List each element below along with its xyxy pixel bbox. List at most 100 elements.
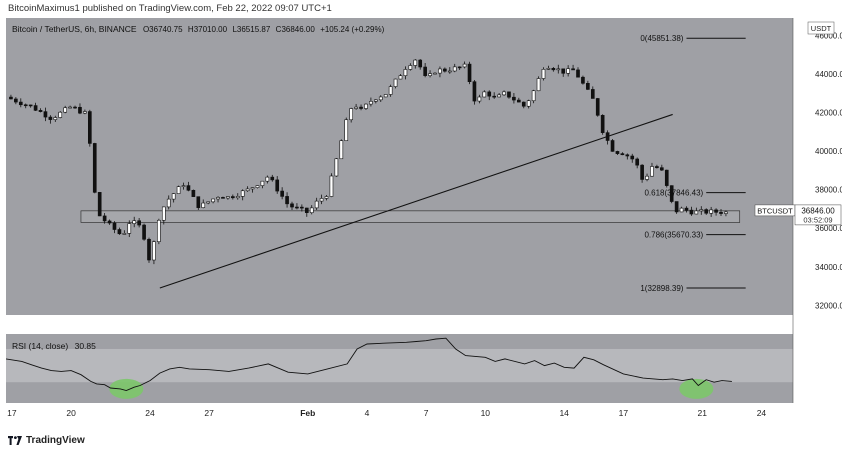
candle-down <box>610 140 615 152</box>
ascending-support-line <box>159 113 673 289</box>
candle-down <box>33 105 38 111</box>
time-tick-label: 24 <box>145 408 155 418</box>
candle-up <box>398 75 403 80</box>
candle-up <box>388 86 393 95</box>
rsi-band <box>6 348 793 383</box>
oversold-highlight <box>109 378 144 399</box>
candle-up <box>354 106 358 109</box>
candle-up <box>526 100 531 107</box>
candle-up <box>383 94 388 98</box>
svg-text:Bitcoin / TetherUS, 6h, BINANC: Bitcoin / TetherUS, 6h, BINANCE O36740.7… <box>12 24 385 34</box>
time-tick-label: 24 <box>757 408 767 418</box>
candle-up <box>536 78 541 92</box>
candle-up <box>438 68 442 74</box>
candle-down <box>714 209 718 213</box>
candle-down <box>472 81 477 102</box>
candle-up <box>452 66 457 72</box>
candle-up <box>403 69 408 77</box>
candle-up <box>679 207 684 213</box>
candle-down <box>689 209 694 215</box>
candle-down <box>97 192 102 217</box>
candle-up <box>462 63 467 68</box>
time-tick-label: 10 <box>481 408 491 418</box>
candle-up <box>250 187 255 190</box>
ohlc-open: 36740.75 <box>149 25 183 34</box>
candle-down <box>571 68 575 71</box>
candle-up <box>556 68 561 71</box>
candle-up <box>447 70 452 73</box>
ohlc-close: 36846.00 <box>281 25 315 34</box>
candle-up <box>541 68 546 79</box>
candle-down <box>467 63 472 82</box>
candle-down <box>719 212 723 214</box>
candle-up <box>364 103 368 109</box>
candle-down <box>704 209 709 214</box>
candle-up <box>699 209 704 212</box>
candle-up <box>433 72 437 75</box>
time-tick-label: 17 <box>619 408 629 418</box>
candle-up <box>83 111 87 114</box>
price-tick-label: 32000.00 <box>815 301 842 310</box>
candle-down <box>92 143 97 193</box>
candle-down <box>635 158 640 166</box>
candle-down <box>487 91 492 97</box>
candle-up <box>324 196 329 199</box>
chart-frame: 0(45851.38) 0.618(37846.43) 0.786(35670.33… <box>6 18 842 430</box>
rsi-legend: RSI (14, close) 30.85 <box>12 341 96 351</box>
candle-up <box>546 68 551 70</box>
candle-up <box>393 78 398 87</box>
candle-up <box>369 101 373 105</box>
candle-down <box>418 59 423 68</box>
tradingview-logo-icon <box>8 435 22 445</box>
candle-down <box>304 207 309 213</box>
price-chart[interactable]: 0(45851.38) 0.618(37846.43) 0.786(35670.33… <box>6 18 842 430</box>
candle-down <box>669 185 674 202</box>
candle-up <box>650 166 654 177</box>
candle-up <box>63 107 68 113</box>
rsi-value: 30.85 <box>75 341 97 351</box>
price-tick-label: 40000.00 <box>815 147 842 156</box>
candle-up <box>497 94 501 98</box>
candle-down <box>38 110 43 112</box>
candle-down <box>14 98 18 103</box>
candle-up <box>127 223 132 234</box>
candle-down <box>521 101 526 107</box>
candle-up <box>645 175 649 180</box>
candle-up <box>531 90 536 102</box>
candle-down <box>102 215 107 222</box>
candle-up <box>226 196 230 199</box>
fib-retracement: 0(45851.38) 0.618(37846.43) 0.786(35670.33… <box>640 34 746 293</box>
price-axis: 46000.00 44000.00 42000.00 40000.00 38000.00… <box>815 31 842 310</box>
candle-up <box>349 108 354 121</box>
candle-down <box>600 115 605 133</box>
candle-up <box>235 196 240 199</box>
candle-up <box>181 185 186 187</box>
candle-up <box>482 91 487 98</box>
candle-down <box>630 155 635 160</box>
candle-up <box>566 68 570 74</box>
candle-up <box>211 198 215 203</box>
candle-up <box>161 206 166 221</box>
time-tick-label: 4 <box>365 408 370 418</box>
candle-down <box>517 99 521 103</box>
price-tick-label: 34000.00 <box>815 263 842 272</box>
candle-up <box>378 96 383 101</box>
candle-down <box>107 220 112 224</box>
symbol-tag-text: BTCUSDT <box>757 206 793 215</box>
ohlc-c-label: C <box>276 25 282 34</box>
fib-level-label: 0.618(37846.43) <box>644 189 703 198</box>
candle-up <box>152 241 156 261</box>
fib-level-label: 0(45851.38) <box>640 34 683 43</box>
price-tick-label: 44000.00 <box>815 70 842 79</box>
currency-badge[interactable]: USDT <box>807 21 835 35</box>
candle-down <box>231 196 235 199</box>
candle-down <box>581 76 585 84</box>
candle-up <box>260 180 265 186</box>
candle-down <box>275 179 280 192</box>
candle-up <box>132 220 137 224</box>
candle-up <box>329 175 334 197</box>
fib-level-label: 1(32898.39) <box>640 284 683 293</box>
candle-down <box>512 96 516 101</box>
candle-down <box>576 69 580 78</box>
candle-down <box>655 166 659 168</box>
